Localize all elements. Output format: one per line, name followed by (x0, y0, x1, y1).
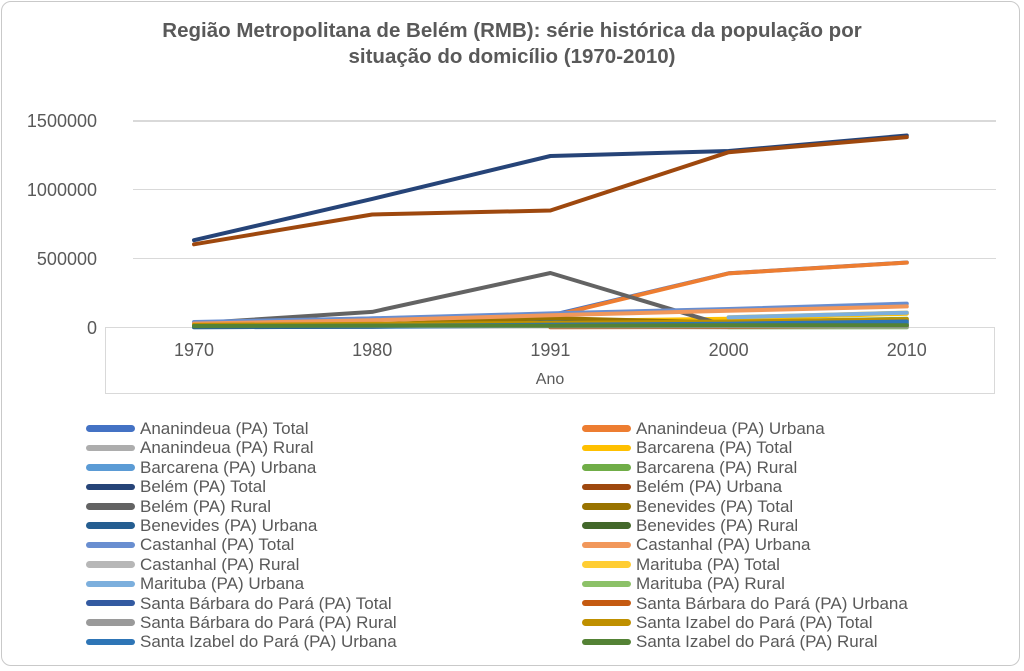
legend-item-benevides-pa-urbana: Benevides (PA) Urbana (86, 516, 582, 535)
legend-swatch-belem-pa-urbana (582, 483, 631, 491)
legend-label-santa-izabel-do-para-pa-total: Santa Izabel do Pará (PA) Total (636, 612, 873, 632)
legend-label-ananindeua-pa-rural: Ananindeua (PA) Rural (140, 438, 314, 458)
y-tick-label-1000000: 1000000 (26, 179, 97, 200)
legend-swatch-benevides-pa-urbana (86, 522, 135, 529)
x-tick-label-2010: 2010 (886, 340, 927, 360)
legend-item-barcarena-pa-total: Barcarena (PA) Total (582, 438, 996, 457)
legend-swatch-ananindeua-pa-total (86, 425, 135, 432)
legend-item-ananindeua-pa-rural: Ananindeua (PA) Rural (86, 438, 582, 457)
legend-item-santa-izabel-do-para-pa-total: Santa Izabel do Pará (PA) Total (582, 613, 996, 632)
x-tick-label-1980: 1980 (352, 340, 393, 360)
chart-title: Região Metropolitana de Belém (RMB): sér… (112, 18, 912, 70)
legend-swatch-barcarena-pa-rural (582, 464, 631, 471)
legend-swatch-barcarena-pa-total (582, 444, 631, 452)
series-line-belem-pa-urbana (192, 135, 909, 247)
legend-label-barcarena-pa-rural: Barcarena (PA) Rural (636, 457, 798, 477)
legend-item-santa-barbara-do-para-pa-rural: Santa Bárbara do Pará (PA) Rural (86, 613, 582, 632)
legend-swatch-santa-izabel-do-para-pa-rural (582, 638, 631, 646)
x-tick-label-2000: 2000 (708, 340, 749, 360)
legend-swatch-santa-izabel-do-para-pa-total (582, 619, 631, 626)
legend-swatch-santa-izabel-do-para-pa-urbana (86, 638, 135, 646)
legend-label-barcarena-pa-urbana: Barcarena (PA) Urbana (140, 457, 317, 477)
legend-item-ananindeua-pa-total: Ananindeua (PA) Total (86, 419, 582, 438)
chart-title-line2: situação do domicílio (1970-2010) (348, 45, 676, 68)
legend-swatch-marituba-pa-urbana (86, 580, 135, 588)
legend-label-castanhal-pa-urbana: Castanhal (PA) Urbana (636, 535, 811, 555)
legend-swatch-benevides-pa-rural (582, 522, 631, 529)
legend-item-santa-izabel-do-para-pa-rural: Santa Izabel do Pará (PA) Rural (582, 632, 996, 651)
legend-swatch-santa-barbara-do-para-pa-total (86, 599, 135, 607)
legend-item-benevides-pa-total: Benevides (PA) Total (582, 497, 996, 516)
legend-label-castanhal-pa-rural: Castanhal (PA) Rural (140, 554, 300, 574)
legend-swatch-benevides-pa-total (582, 503, 631, 510)
legend-item-marituba-pa-rural: Marituba (PA) Rural (582, 574, 996, 593)
legend-label-benevides-pa-urbana: Benevides (PA) Urbana (140, 515, 318, 535)
legend-label-benevides-pa-total: Benevides (PA) Total (636, 496, 794, 516)
legend-label-castanhal-pa-total: Castanhal (PA) Total (140, 535, 295, 555)
gridline-1500000 (133, 120, 996, 122)
legend-item-belem-pa-urbana: Belém (PA) Urbana (582, 477, 996, 496)
legend-item-barcarena-pa-urbana: Barcarena (PA) Urbana (86, 458, 582, 477)
y-tick-label-500000: 500000 (36, 248, 97, 269)
legend-label-belem-pa-total: Belém (PA) Total (140, 477, 266, 497)
legend-swatch-ananindeua-pa-urbana (582, 425, 631, 432)
legend-item-santa-barbara-do-para-pa-urbana: Santa Bárbara do Pará (PA) Urbana (582, 594, 996, 613)
legend-swatch-marituba-pa-rural (582, 580, 631, 588)
legend-item-santa-barbara-do-para-pa-total: Santa Bárbara do Pará (PA) Total (86, 594, 582, 613)
legend-swatch-barcarena-pa-urbana (86, 464, 135, 471)
legend-swatch-marituba-pa-total (582, 561, 631, 568)
legend-item-castanhal-pa-rural: Castanhal (PA) Rural (86, 555, 582, 574)
legend-item-castanhal-pa-total: Castanhal (PA) Total (86, 535, 582, 554)
legend-item-belem-pa-rural: Belém (PA) Rural (86, 497, 582, 516)
legend-label-santa-barbara-do-para-pa-urbana: Santa Bárbara do Pará (PA) Urbana (636, 593, 908, 613)
series-line-santa-izabel-do-para-pa-rural (192, 323, 909, 328)
legend-label-santa-barbara-do-para-pa-rural: Santa Bárbara do Pará (PA) Rural (140, 612, 397, 632)
y-tick-label-1500000: 1500000 (26, 110, 97, 131)
gridline-1000000 (133, 188, 996, 191)
chart-title-line1: Região Metropolitana de Belém (RMB): sér… (162, 19, 862, 42)
legend-swatch-santa-barbara-do-para-pa-rural (86, 619, 135, 626)
legend-item-castanhal-pa-urbana: Castanhal (PA) Urbana (582, 535, 996, 554)
legend-label-barcarena-pa-total: Barcarena (PA) Total (636, 438, 793, 458)
legend-swatch-santa-barbara-do-para-pa-urbana (582, 599, 631, 607)
legend-item-ananindeua-pa-urbana: Ananindeua (PA) Urbana (582, 419, 996, 438)
legend-swatch-castanhal-pa-urbana (582, 541, 631, 549)
legend-label-ananindeua-pa-urbana: Ananindeua (PA) Urbana (636, 419, 825, 438)
legend-swatch-belem-pa-rural (86, 503, 135, 510)
legend-swatch-castanhal-pa-total (86, 541, 135, 549)
legend-item-marituba-pa-urbana: Marituba (PA) Urbana (86, 574, 582, 593)
series-line-marituba-pa-urbana (726, 310, 909, 320)
legend-label-marituba-pa-rural: Marituba (PA) Rural (636, 574, 785, 594)
legend-label-benevides-pa-rural: Benevides (PA) Rural (636, 515, 799, 535)
legend-item-marituba-pa-total: Marituba (PA) Total (582, 555, 996, 574)
legend-swatch-castanhal-pa-rural (86, 561, 135, 568)
series-line-castanhal-pa-urbana (192, 304, 909, 326)
legend-label-belem-pa-urbana: Belém (PA) Urbana (636, 477, 783, 497)
legend-item-belem-pa-total: Belém (PA) Total (86, 477, 582, 496)
legend-swatch-belem-pa-total (86, 483, 135, 491)
legend-label-marituba-pa-total: Marituba (PA) Total (636, 554, 780, 574)
gridline-500000 (133, 257, 996, 260)
x-axis-title: Ano (535, 371, 565, 388)
x-tick-label-1970: 1970 (173, 340, 215, 360)
legend-item-barcarena-pa-rural: Barcarena (PA) Rural (582, 458, 996, 477)
y-tick-label-0: 0 (86, 317, 97, 338)
legend-label-santa-izabel-do-para-pa-urbana: Santa Izabel do Pará (PA) Urbana (140, 632, 397, 652)
legend-label-santa-izabel-do-para-pa-rural: Santa Izabel do Pará (PA) Rural (636, 632, 878, 652)
legend-swatch-ananindeua-pa-rural (86, 444, 135, 452)
legend-item-santa-izabel-do-para-pa-urbana: Santa Izabel do Pará (PA) Urbana (86, 632, 582, 651)
legend-label-ananindeua-pa-total: Ananindeua (PA) Total (140, 419, 309, 438)
legend-item-benevides-pa-rural: Benevides (PA) Rural (582, 516, 996, 535)
x-tick-label-1991: 1991 (530, 340, 571, 360)
legend-label-marituba-pa-urbana: Marituba (PA) Urbana (140, 574, 305, 594)
legend-label-santa-barbara-do-para-pa-total: Santa Bárbara do Pará (PA) Total (140, 593, 392, 613)
legend-label-belem-pa-rural: Belém (PA) Rural (140, 496, 271, 516)
legend: Ananindeua (PA) Total Ananindeua (PA) Urb… (86, 419, 996, 652)
